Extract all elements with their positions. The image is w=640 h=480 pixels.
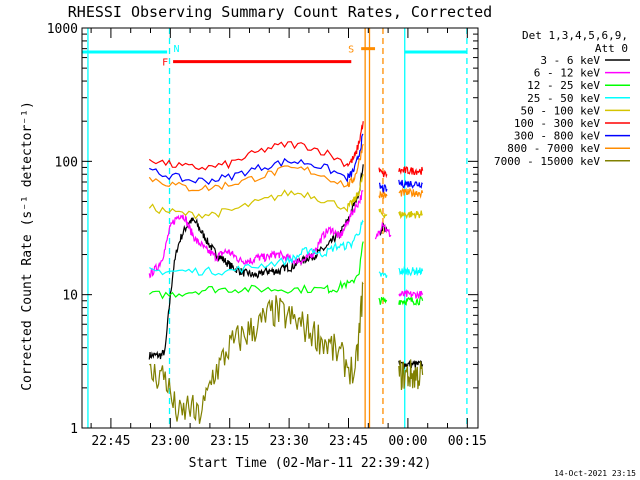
series-line	[378, 296, 388, 305]
x-tick-label: 23:00	[151, 434, 190, 449]
attenuator-label: Att 0	[595, 42, 628, 55]
annotation-label: N	[174, 44, 180, 55]
legend-label: 6 - 12 keV	[534, 67, 601, 80]
series-line	[398, 166, 424, 176]
series-line	[375, 221, 392, 240]
series-line	[148, 190, 364, 279]
timestamp: 14-Oct-2021 23:15	[554, 469, 636, 478]
series-line	[378, 271, 388, 278]
series-line	[398, 359, 424, 391]
detectors-label: Det 1,3,4,5,6,9,	[522, 29, 628, 42]
legend-label: 25 - 50 keV	[527, 92, 600, 105]
legend-label: 7000 - 15000 keV	[494, 155, 600, 168]
x-tick-label: 23:45	[329, 434, 368, 449]
series-line	[148, 121, 364, 171]
annotation-bars: NF S	[82, 44, 467, 69]
annotation-label: F	[162, 58, 168, 69]
x-tick-label: 23:15	[210, 434, 249, 449]
series-line	[149, 219, 364, 276]
series-line	[148, 241, 364, 300]
legend-label: 100 - 300 keV	[514, 117, 600, 130]
series-line	[398, 179, 423, 189]
x-tick-label: 00:15	[448, 434, 487, 449]
y-axis: 1 10 100 1000	[47, 22, 478, 437]
x-tick-label: 23:30	[270, 434, 309, 449]
series-layer	[148, 121, 424, 424]
x-tick-label: 00:00	[388, 434, 427, 449]
legend-label: 3 - 6 keV	[540, 54, 600, 67]
plot-area: NF S	[82, 28, 468, 428]
series-line	[148, 174, 364, 220]
plot-frame	[81, 27, 479, 429]
x-axis-label: Start Time (02-Mar-11 22:39:42)	[189, 456, 432, 471]
series-line	[378, 167, 388, 179]
y-tick-label: 1000	[47, 22, 78, 37]
legend-label: 12 - 25 keV	[527, 79, 600, 92]
series-line	[379, 182, 388, 194]
x-axis: 22:45 23:00 23:15 23:30 23:45 00:00 00:15	[90, 28, 487, 449]
y-tick-label: 100	[55, 155, 78, 170]
series-line	[148, 164, 364, 360]
annotation-label: S	[348, 45, 354, 56]
series-line	[398, 187, 424, 199]
y-axis-label: Corrected Count Rate (s⁻¹ detector⁻¹)	[20, 101, 35, 391]
series-line	[378, 208, 388, 219]
series-line	[398, 288, 424, 299]
series-line	[398, 210, 423, 220]
legend-label: 800 - 7000 keV	[507, 142, 600, 155]
legend-label: 50 - 100 keV	[521, 104, 601, 117]
series-line	[148, 143, 364, 192]
x-tick-label: 22:45	[91, 434, 130, 449]
series-line	[149, 281, 364, 424]
y-tick-label: 10	[62, 289, 78, 304]
series-line	[398, 295, 424, 306]
y-tick-label: 1	[70, 422, 78, 437]
series-line	[398, 266, 424, 277]
series-line	[378, 190, 388, 199]
legend-label: 300 - 800 keV	[514, 130, 600, 143]
chart-title: RHESSI Observing Summary Count Rates, Co…	[68, 3, 492, 21]
series-line	[149, 133, 364, 186]
